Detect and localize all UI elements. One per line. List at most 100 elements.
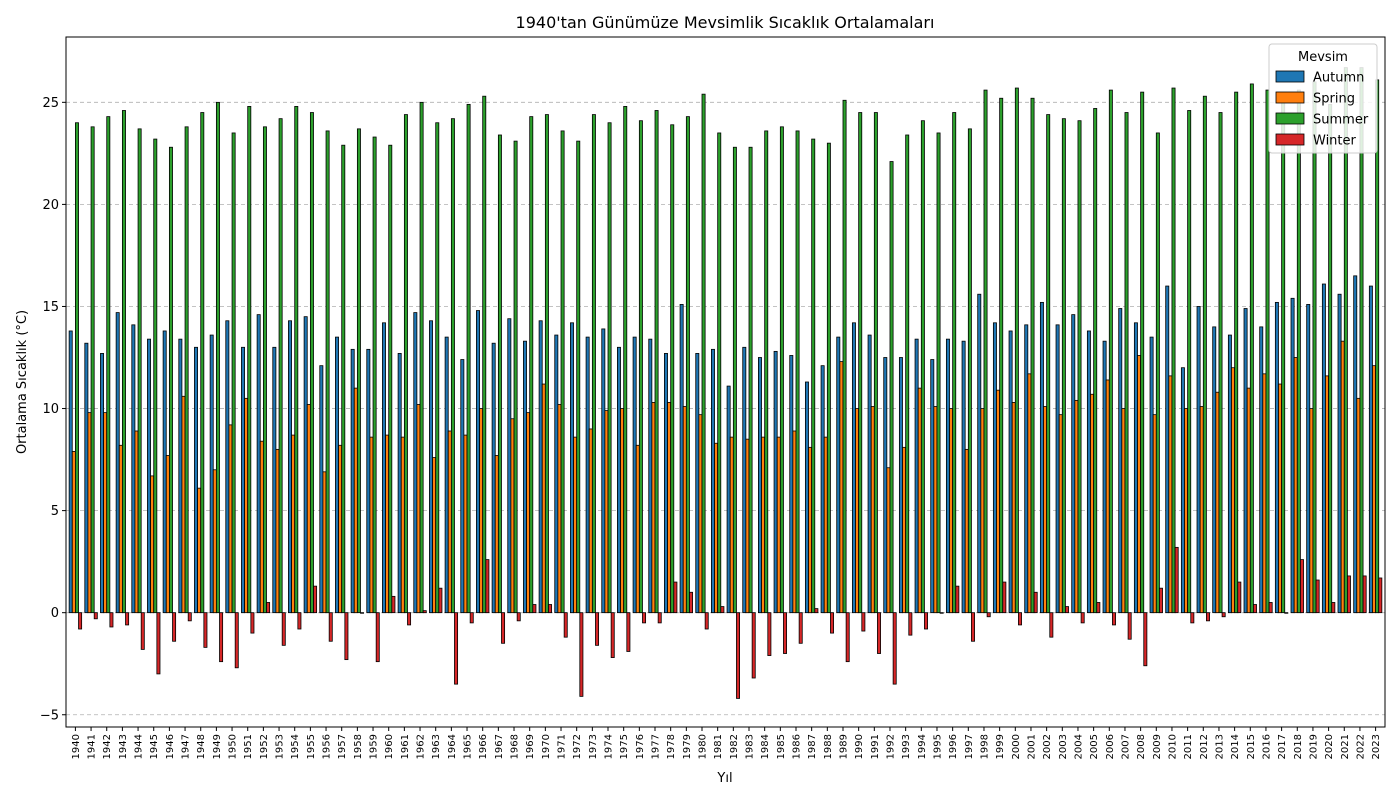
bar-summer-1950	[231, 132, 236, 614]
bar-winter-1989	[845, 612, 850, 663]
x-tick-label: 1985	[776, 734, 787, 759]
bar-autumn-1983	[742, 346, 747, 614]
bar-spring-2012	[1199, 406, 1204, 614]
bar-summer-1981	[717, 132, 722, 614]
x-tick-label: 2018	[1293, 734, 1304, 759]
bar-autumn-1985	[773, 350, 778, 614]
x-tick-label: 1977	[651, 734, 662, 759]
x-tick-label: 1962	[416, 734, 427, 759]
bar-autumn-1970	[538, 320, 543, 614]
x-tick-label: 1993	[901, 734, 912, 759]
bar-winter-1983	[751, 612, 756, 679]
bar-summer-2001	[1030, 97, 1035, 614]
x-tick-label: 2013	[1214, 734, 1225, 759]
y-tick-label: −5	[40, 708, 59, 723]
bar-winter-1958	[360, 612, 365, 614]
x-tick-label: 1991	[870, 734, 881, 759]
bar-winter-2016	[1268, 602, 1273, 614]
bar-summer-2002	[1046, 114, 1051, 614]
bar-summer-1944	[137, 128, 142, 614]
bar-summer-1948	[200, 112, 205, 614]
bar-summer-1941	[90, 126, 95, 614]
bar-winter-2009	[1159, 587, 1163, 614]
x-tick-label: 2007	[1120, 734, 1131, 759]
bar-summer-1969	[529, 116, 534, 614]
x-tick-label: 1975	[619, 734, 630, 759]
bar-winter-2014	[1237, 581, 1242, 614]
bar-autumn-1954	[288, 320, 292, 614]
bar-spring-1969	[526, 412, 531, 614]
bar-summer-2012	[1202, 95, 1207, 614]
bar-winter-1957	[344, 612, 349, 661]
x-tick-label: 1944	[134, 734, 145, 759]
y-tick-label: 10	[42, 402, 59, 417]
bar-winter-1948	[203, 612, 208, 648]
bar-summer-2018	[1296, 89, 1301, 614]
bar-winter-1972	[579, 612, 584, 697]
bar-autumn-1976	[632, 336, 637, 614]
bar-winter-1974	[610, 612, 615, 658]
bar-winter-1963	[438, 587, 443, 614]
bar-winter-1942	[109, 612, 114, 628]
bar-winter-1994	[924, 612, 928, 630]
bar-winter-2001	[1033, 591, 1038, 614]
bar-spring-2003	[1058, 414, 1063, 614]
bar-spring-1953	[275, 448, 280, 614]
bar-autumn-1981	[711, 348, 715, 614]
bar-summer-2006	[1108, 89, 1113, 614]
bar-spring-2000	[1011, 402, 1016, 614]
y-axis: −5 0 5 10 15 20 25	[40, 96, 66, 723]
bar-winter-1998	[986, 612, 991, 618]
bar-summer-2023	[1375, 79, 1380, 614]
bar-autumn-2018	[1290, 297, 1295, 614]
bar-autumn-2013	[1212, 326, 1217, 614]
bar-spring-2014	[1231, 367, 1236, 614]
bar-spring-1973	[588, 428, 593, 614]
bar-winter-2007	[1127, 612, 1132, 640]
bar-autumn-2019	[1306, 304, 1311, 614]
x-tick-label: 2002	[1042, 734, 1053, 759]
bar-winter-1984	[767, 612, 772, 656]
x-tick-label: 1951	[243, 734, 254, 759]
x-tick-label: 1960	[384, 734, 395, 759]
bar-summer-1940	[75, 122, 79, 614]
bar-winter-1961	[407, 612, 412, 626]
bar-summer-2011	[1187, 110, 1192, 614]
bar-spring-1991	[870, 406, 875, 614]
bar-winter-1960	[391, 595, 396, 614]
bar-summer-1983	[748, 146, 753, 614]
bar-winter-2020	[1331, 602, 1336, 614]
grid-lines	[66, 101, 1385, 716]
bar-spring-2004	[1074, 399, 1079, 614]
bar-spring-1946	[165, 455, 170, 614]
bar-winter-1981	[720, 606, 725, 614]
x-tick-label: 1988	[823, 734, 834, 759]
bar-spring-1986	[792, 430, 797, 614]
bar-autumn-1965	[460, 359, 465, 614]
bar-summer-1961	[403, 114, 408, 614]
bar-summer-1951	[247, 106, 252, 614]
bar-spring-1940	[71, 451, 76, 614]
x-tick-label: 2010	[1167, 734, 1178, 759]
bar-winter-1990	[861, 612, 866, 632]
x-tick-label: 2021	[1340, 734, 1351, 759]
x-tick-label: 1949	[212, 734, 223, 759]
bar-winter-1991	[877, 612, 881, 654]
bar-winter-1970	[548, 604, 553, 614]
bar-autumn-1951	[241, 346, 245, 614]
x-tick-label: 1989	[838, 734, 849, 759]
bar-spring-1996	[949, 408, 954, 614]
bar-winter-2006	[1112, 612, 1116, 626]
bar-summer-1972	[576, 140, 581, 614]
bar-summer-2007	[1124, 112, 1129, 614]
x-tick-label: 1970	[541, 734, 552, 759]
bar-winter-2015	[1253, 604, 1257, 614]
bar-winter-1964	[454, 612, 459, 685]
bar-winter-1959	[375, 612, 380, 663]
bar-spring-1998	[980, 408, 985, 614]
bar-spring-2011	[1184, 408, 1189, 614]
bar-winter-1969	[532, 604, 537, 614]
bar-summer-1993	[905, 134, 910, 614]
bar-autumn-2002	[1039, 301, 1044, 614]
x-tick-label: 1998	[979, 734, 990, 759]
